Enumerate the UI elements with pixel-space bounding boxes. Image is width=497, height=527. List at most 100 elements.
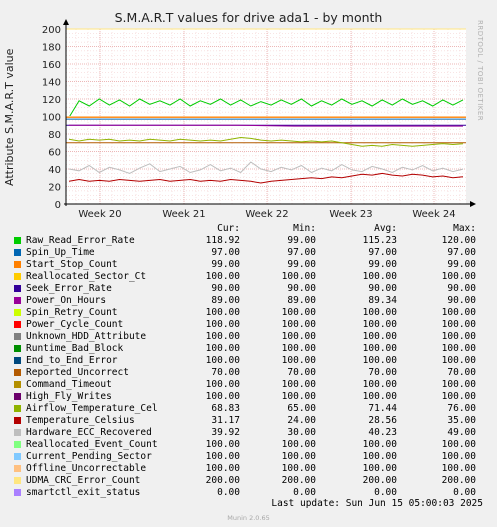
legend-series-name: Command_Timeout (26, 379, 112, 390)
legend-min-value: 100.00 (281, 271, 316, 282)
legend-row: Command_Timeout 100.00 100.00 100.00 100.00 (0, 379, 497, 391)
legend-row: End_to_End_Error 100.00 100.00 100.00 100.00 (0, 355, 497, 367)
legend-avg-value: 100.00 (362, 319, 397, 330)
legend-row: Offline_Uncorrectable 100.00 100.00 100.00 1… (0, 463, 497, 475)
legend-cur-value: 100.00 (205, 343, 240, 354)
legend-swatch (14, 273, 21, 280)
legend-series-name: Current_Pending_Sector (26, 451, 152, 462)
munin-version: Munin 2.0.65 (227, 514, 270, 522)
legend-swatch (14, 429, 21, 436)
legend-avg-value: 90.00 (368, 283, 397, 294)
legend-series-name: UDMA_CRC_Error_Count (26, 475, 141, 486)
y-tick-label: 180 (42, 43, 61, 54)
legend-min-value: 100.00 (281, 463, 316, 474)
legend-series-name: Reallocated_Event_Count (26, 439, 158, 450)
header-min: Min: (293, 223, 316, 234)
header-avg: Avg: (374, 223, 397, 234)
legend-avg-value: 0.00 (374, 487, 397, 498)
legend-max-value: 90.00 (447, 283, 476, 294)
legend-series-name: Raw_Read_Error_Rate (26, 235, 135, 246)
legend-avg-value: 100.00 (362, 391, 397, 402)
series-line (68, 98, 464, 118)
legend-cur-value: 99.00 (211, 259, 240, 270)
legend-max-value: 97.00 (447, 247, 476, 258)
y-tick-label: 120 (42, 95, 61, 106)
legend-series-name: Hardware_ECC_Recovered (26, 427, 152, 438)
legend-series-name: End_to_End_Error (26, 355, 118, 366)
legend-swatch (14, 237, 21, 244)
series-line (68, 161, 464, 174)
legend-swatch (14, 333, 21, 340)
legend-swatch (14, 261, 21, 268)
legend-series-name: Reported_Uncorrect (26, 367, 129, 378)
legend-swatch (14, 309, 21, 316)
legend-max-value: 100.00 (441, 307, 476, 318)
legend-avg-value: 100.00 (362, 379, 397, 390)
legend-cur-value: 100.00 (205, 379, 240, 390)
y-tick-label: 60 (48, 148, 61, 159)
legend-row: Reallocated_Event_Count 100.00 100.00 100.0… (0, 439, 497, 451)
legend-cur-value: 100.00 (205, 271, 240, 282)
legend-series-name: Airflow_Temperature_Cel (26, 403, 158, 414)
legend-max-value: 100.00 (441, 355, 476, 366)
legend-avg-value: 99.00 (368, 259, 397, 270)
x-tick-label: Week 24 (412, 209, 455, 220)
legend-max-value: 100.00 (441, 463, 476, 474)
series-line (68, 136, 464, 147)
legend-cur-value: 100.00 (205, 355, 240, 366)
legend-swatch (14, 453, 21, 460)
legend-max-value: 100.00 (441, 271, 476, 282)
legend-swatch (14, 417, 21, 424)
legend-swatch (14, 369, 21, 376)
legend-swatch (14, 285, 21, 292)
legend-max-value: 200.00 (441, 475, 476, 486)
legend-swatch (14, 321, 21, 328)
legend-cur-value: 100.00 (205, 463, 240, 474)
legend-min-value: 70.00 (287, 367, 316, 378)
chart-title: S.M.A.R.T values for drive ada1 - by mon… (114, 10, 383, 25)
legend-cur-value: 100.00 (205, 439, 240, 450)
legend-cur-value: 89.00 (211, 295, 240, 306)
legend-cur-value: 90.00 (211, 283, 240, 294)
legend-row: Power_On_Hours 89.00 89.00 89.34 90.00 (0, 295, 497, 307)
legend-series-name: smartctl_exit_status (26, 487, 141, 498)
legend-row: Spin_Retry_Count 100.00 100.00 100.00 100.00 (0, 307, 497, 319)
legend-min-value: 100.00 (281, 439, 316, 450)
legend-cur-value: 200.00 (205, 475, 240, 486)
legend-row: Seek_Error_Rate 90.00 90.00 90.00 90.00 (0, 283, 497, 295)
legend-series-name: Runtime_Bad_Block (26, 343, 124, 354)
legend-cur-value: 100.00 (205, 451, 240, 462)
legend-cur-value: 100.00 (205, 391, 240, 402)
y-tick-label: 160 (42, 60, 61, 71)
legend-max-value: 100.00 (441, 451, 476, 462)
legend-series-name: Power_Cycle_Count (26, 319, 124, 330)
legend-swatch (14, 393, 21, 400)
legend-swatch (14, 465, 21, 472)
legend-row: Runtime_Bad_Block 100.00 100.00 100.00 100.0… (0, 343, 497, 355)
legend-series-name: Offline_Uncorrectable (26, 463, 147, 474)
legend-row: Power_Cycle_Count 100.00 100.00 100.00 100.0… (0, 319, 497, 331)
legend-row: Temperature_Celsius 31.17 24.00 28.56 35.00 (0, 415, 497, 427)
legend-min-value: 89.00 (287, 295, 316, 306)
legend-avg-value: 100.00 (362, 439, 397, 450)
legend-row: smartctl_exit_status 0.00 0.00 0.00 0.00 (0, 487, 497, 499)
legend-avg-value: 97.00 (368, 247, 397, 258)
plot-area: 0 20 40 60 80 100 120 140 160 180 200 Week 20 Week 2… (42, 19, 476, 220)
legend-swatch (14, 249, 21, 256)
legend-min-value: 24.00 (287, 415, 316, 426)
legend-series-name: Reallocated_Sector_Ct (26, 271, 147, 282)
legend-row: Hardware_ECC_Recovered 39.92 30.00 40.23 49.… (0, 427, 497, 439)
legend-avg-value: 100.00 (362, 271, 397, 282)
legend-max-value: 70.00 (447, 367, 476, 378)
last-update: Last update: Sun Jun 15 05:00:03 2025 (271, 498, 483, 509)
legend-min-value: 99.00 (287, 259, 316, 270)
legend-max-value: 100.00 (441, 391, 476, 402)
legend-max-value: 49.00 (447, 427, 476, 438)
legend-avg-value: 200.00 (362, 475, 397, 486)
legend-swatch (14, 357, 21, 364)
legend-min-value: 97.00 (287, 247, 316, 258)
legend-avg-value: 100.00 (362, 331, 397, 342)
legend-swatch (14, 441, 21, 448)
legend-max-value: 100.00 (441, 343, 476, 354)
